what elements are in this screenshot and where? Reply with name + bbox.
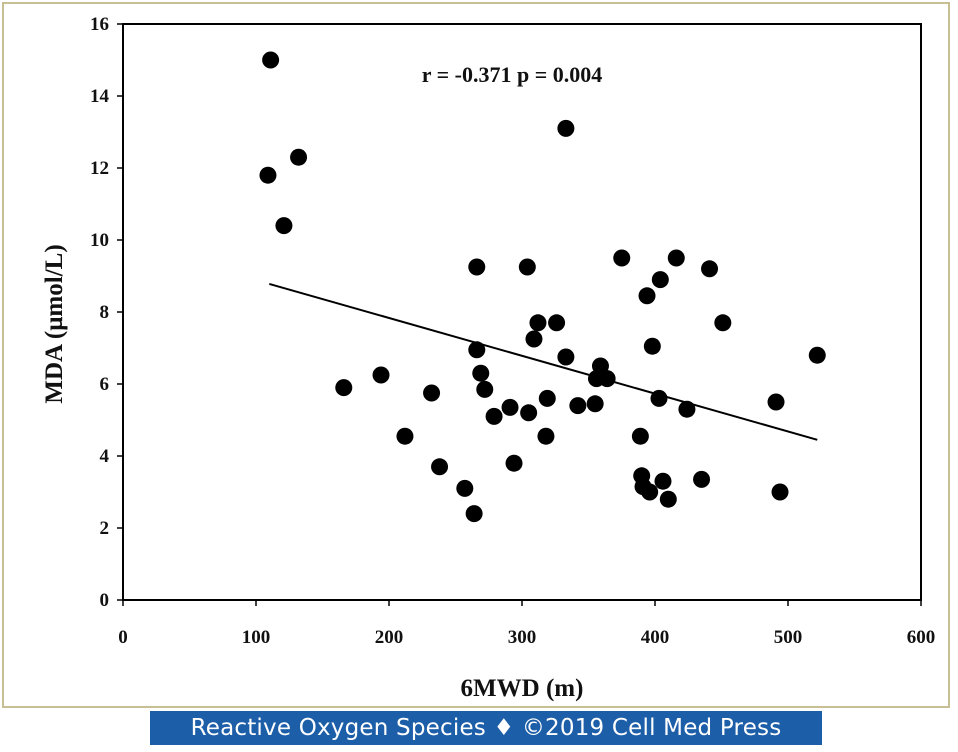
x-tick-label: 400	[641, 627, 670, 648]
data-point	[557, 348, 575, 366]
x-tick-label: 300	[508, 627, 537, 648]
data-point	[598, 370, 616, 388]
data-point	[335, 379, 353, 397]
y-tick-label: 16	[90, 14, 109, 35]
data-point	[396, 427, 414, 445]
data-points	[259, 51, 826, 523]
y-tick-label: 12	[90, 158, 109, 179]
plot-border	[122, 23, 922, 601]
data-point	[505, 454, 523, 472]
x-tick-label: 100	[242, 627, 271, 648]
data-point	[654, 472, 672, 490]
data-point	[693, 470, 711, 488]
data-point	[525, 330, 543, 348]
y-tick-label: 14	[90, 86, 110, 107]
data-point	[548, 314, 566, 332]
y-axis-title: MDA (μmol/L)	[41, 244, 68, 403]
regression-line	[269, 282, 818, 441]
data-point	[678, 400, 696, 418]
data-point	[650, 389, 668, 407]
data-point	[262, 51, 280, 69]
data-point	[476, 380, 494, 398]
tick-labels: 0 100 200 300 400 500 600 0 2 4 6 8 10 12 14 16	[90, 14, 935, 648]
data-point	[275, 217, 293, 235]
data-point	[472, 364, 490, 382]
data-point	[767, 393, 785, 411]
data-point	[667, 249, 685, 267]
data-point	[714, 314, 732, 332]
x-tick-label: 200	[375, 627, 404, 648]
plot-axes	[122, 23, 922, 601]
data-point	[538, 389, 556, 407]
data-point	[613, 249, 631, 267]
data-point	[431, 458, 449, 476]
data-point	[771, 483, 789, 501]
data-point	[557, 119, 575, 137]
data-point	[591, 357, 609, 375]
data-point	[529, 314, 547, 332]
y-tick-label: 8	[100, 302, 110, 323]
data-point	[651, 271, 669, 289]
data-point	[468, 258, 486, 276]
data-point	[465, 505, 483, 523]
data-point	[537, 427, 555, 445]
data-point	[456, 479, 474, 497]
y-tick-label: 4	[100, 446, 110, 467]
data-point	[468, 341, 486, 359]
data-point	[485, 407, 503, 425]
y-tick-label: 2	[100, 518, 110, 539]
data-point	[808, 346, 826, 364]
data-point	[290, 148, 308, 166]
data-point	[701, 260, 719, 278]
y-tick-label: 10	[90, 230, 109, 251]
tick-marks	[117, 23, 922, 606]
data-point	[631, 427, 649, 445]
data-point	[586, 395, 604, 413]
x-axis-title: 6MWD (m)	[461, 675, 584, 702]
data-point	[501, 398, 519, 416]
data-point	[569, 397, 587, 415]
y-tick-label: 6	[100, 374, 110, 395]
data-point	[259, 166, 277, 184]
figure-frame: 0 100 200 300 400 500 600 0 2 4 6 8 10 12 14 16 r = -0.…	[2, 2, 950, 708]
data-point	[520, 404, 538, 422]
data-point	[372, 366, 390, 384]
journal-footer-banner: Reactive Oxygen Species ♦ ©2019 Cell Med…	[150, 711, 822, 745]
x-tick-label: 500	[774, 627, 803, 648]
trend-line	[269, 282, 818, 441]
x-tick-label: 0	[118, 627, 128, 648]
data-point	[638, 287, 656, 305]
y-tick-label: 0	[100, 590, 110, 611]
data-point	[518, 258, 536, 276]
data-point	[641, 483, 659, 501]
data-point	[659, 490, 677, 508]
x-tick-label: 600	[907, 627, 936, 648]
data-point	[423, 384, 441, 402]
correlation-annotation: r = -0.371 p = 0.004	[422, 62, 603, 87]
data-point	[643, 337, 661, 355]
scatter-chart: 0 100 200 300 400 500 600 0 2 4 6 8 10 12 14 16 r = -0.…	[41, 14, 935, 702]
